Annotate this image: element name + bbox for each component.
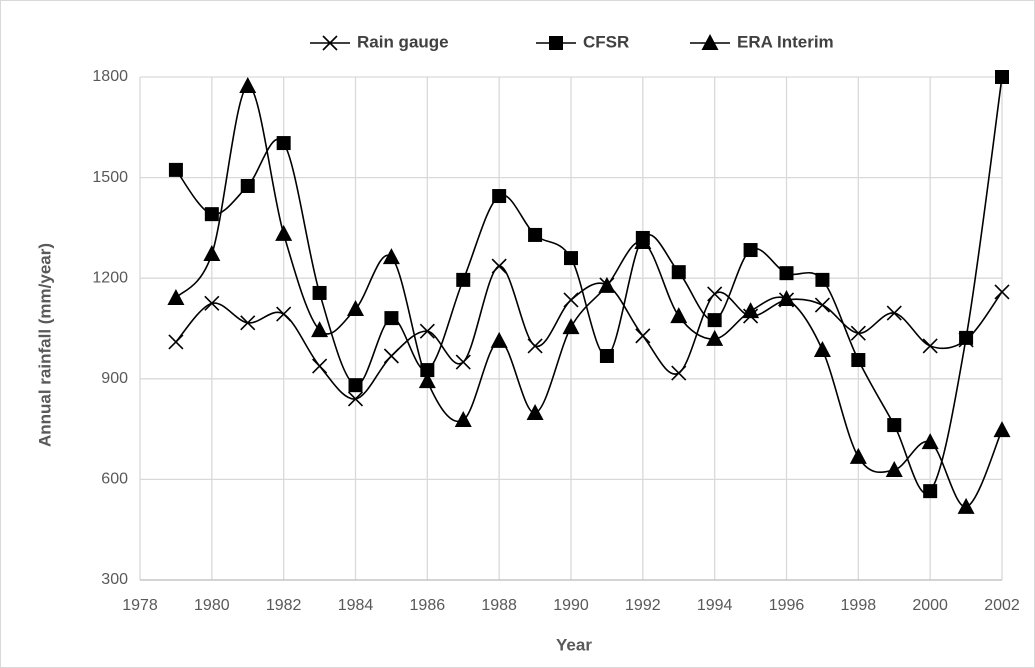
data-point — [455, 354, 471, 370]
data-point — [779, 266, 794, 281]
legend-marker — [701, 34, 719, 50]
data-point — [490, 331, 508, 348]
data-point — [635, 328, 651, 344]
data-point — [456, 272, 471, 287]
data-point — [312, 285, 327, 300]
data-point — [922, 338, 938, 354]
x-tick-label: 1982 — [266, 597, 302, 614]
x-tick-label: 2000 — [912, 597, 948, 614]
data-point — [959, 330, 974, 345]
data-point — [526, 404, 544, 421]
data-point — [707, 313, 722, 328]
data-point — [670, 307, 688, 324]
data-point — [813, 340, 831, 357]
data-point — [240, 178, 255, 193]
data-point — [599, 348, 614, 363]
data-point — [204, 207, 219, 222]
data-point — [276, 306, 292, 322]
data-point — [994, 284, 1010, 300]
data-point — [742, 302, 760, 319]
x-tick-label: 1992 — [625, 597, 661, 614]
data-point — [383, 348, 399, 364]
data-point — [849, 447, 867, 464]
y-tick-label: 1200 — [92, 269, 128, 286]
data-point — [491, 258, 507, 274]
data-point — [923, 484, 938, 499]
data-point — [347, 300, 364, 317]
x-tick-label: 1984 — [338, 597, 374, 614]
x-tick-label: 1980 — [194, 597, 230, 614]
data-point — [886, 305, 902, 321]
data-point — [204, 295, 220, 311]
x-tick-label: 1986 — [410, 597, 446, 614]
x-tick-label: 1996 — [769, 597, 805, 614]
data-point — [419, 323, 435, 339]
x-tick-label: 1978 — [122, 597, 158, 614]
legend-marker — [322, 35, 338, 51]
data-point — [203, 245, 221, 262]
data-point — [347, 391, 364, 407]
data-point — [995, 70, 1009, 84]
x-tick-label: 2002 — [984, 597, 1020, 614]
y-tick-label: 1500 — [92, 169, 128, 186]
data-point — [850, 325, 866, 341]
data-point — [528, 227, 543, 242]
data-point — [167, 288, 185, 305]
data-point — [311, 321, 329, 338]
data-point — [743, 243, 758, 258]
data-point — [671, 265, 686, 280]
x-tick-label: 1988 — [481, 597, 517, 614]
data-point — [454, 411, 472, 428]
y-tick-label: 1800 — [92, 68, 128, 85]
data-point — [563, 292, 579, 308]
x-tick-label: 1994 — [697, 597, 733, 614]
legend-marker — [549, 36, 563, 50]
data-point — [851, 353, 866, 368]
data-point — [384, 311, 399, 326]
data-point — [634, 232, 652, 249]
data-point — [312, 358, 328, 374]
x-axis-label: Year — [556, 635, 592, 654]
data-point — [706, 329, 724, 346]
data-point — [885, 461, 903, 478]
legend-label: CFSR — [583, 32, 629, 51]
data-point — [168, 334, 184, 350]
legend-label: Rain gauge — [357, 32, 449, 51]
data-point — [348, 378, 363, 393]
data-point — [921, 433, 939, 450]
data-point — [382, 248, 400, 265]
data-point — [418, 372, 436, 389]
legend-label: ERA Interim — [737, 32, 834, 51]
y-tick-label: 300 — [101, 571, 128, 588]
data-point — [815, 272, 830, 287]
data-point — [598, 276, 616, 293]
y-tick-label: 900 — [101, 370, 128, 387]
x-tick-label: 1990 — [553, 597, 589, 614]
data-point — [492, 189, 507, 204]
x-tick-label: 1998 — [841, 597, 877, 614]
data-point — [562, 318, 580, 335]
data-point — [993, 421, 1011, 438]
data-point — [564, 251, 578, 266]
data-point — [240, 315, 256, 331]
y-axis-label: Annual rainfall (mm/year) — [35, 243, 54, 447]
data-point — [778, 289, 795, 306]
data-point — [275, 224, 293, 241]
data-point — [168, 162, 183, 177]
data-point — [527, 338, 543, 354]
data-point — [887, 418, 902, 433]
data-point — [957, 497, 975, 514]
data-point — [239, 77, 257, 94]
data-point — [671, 365, 687, 381]
data-point — [276, 136, 291, 151]
data-point — [707, 286, 723, 302]
y-tick-label: 600 — [101, 471, 128, 488]
data-point — [814, 297, 830, 313]
